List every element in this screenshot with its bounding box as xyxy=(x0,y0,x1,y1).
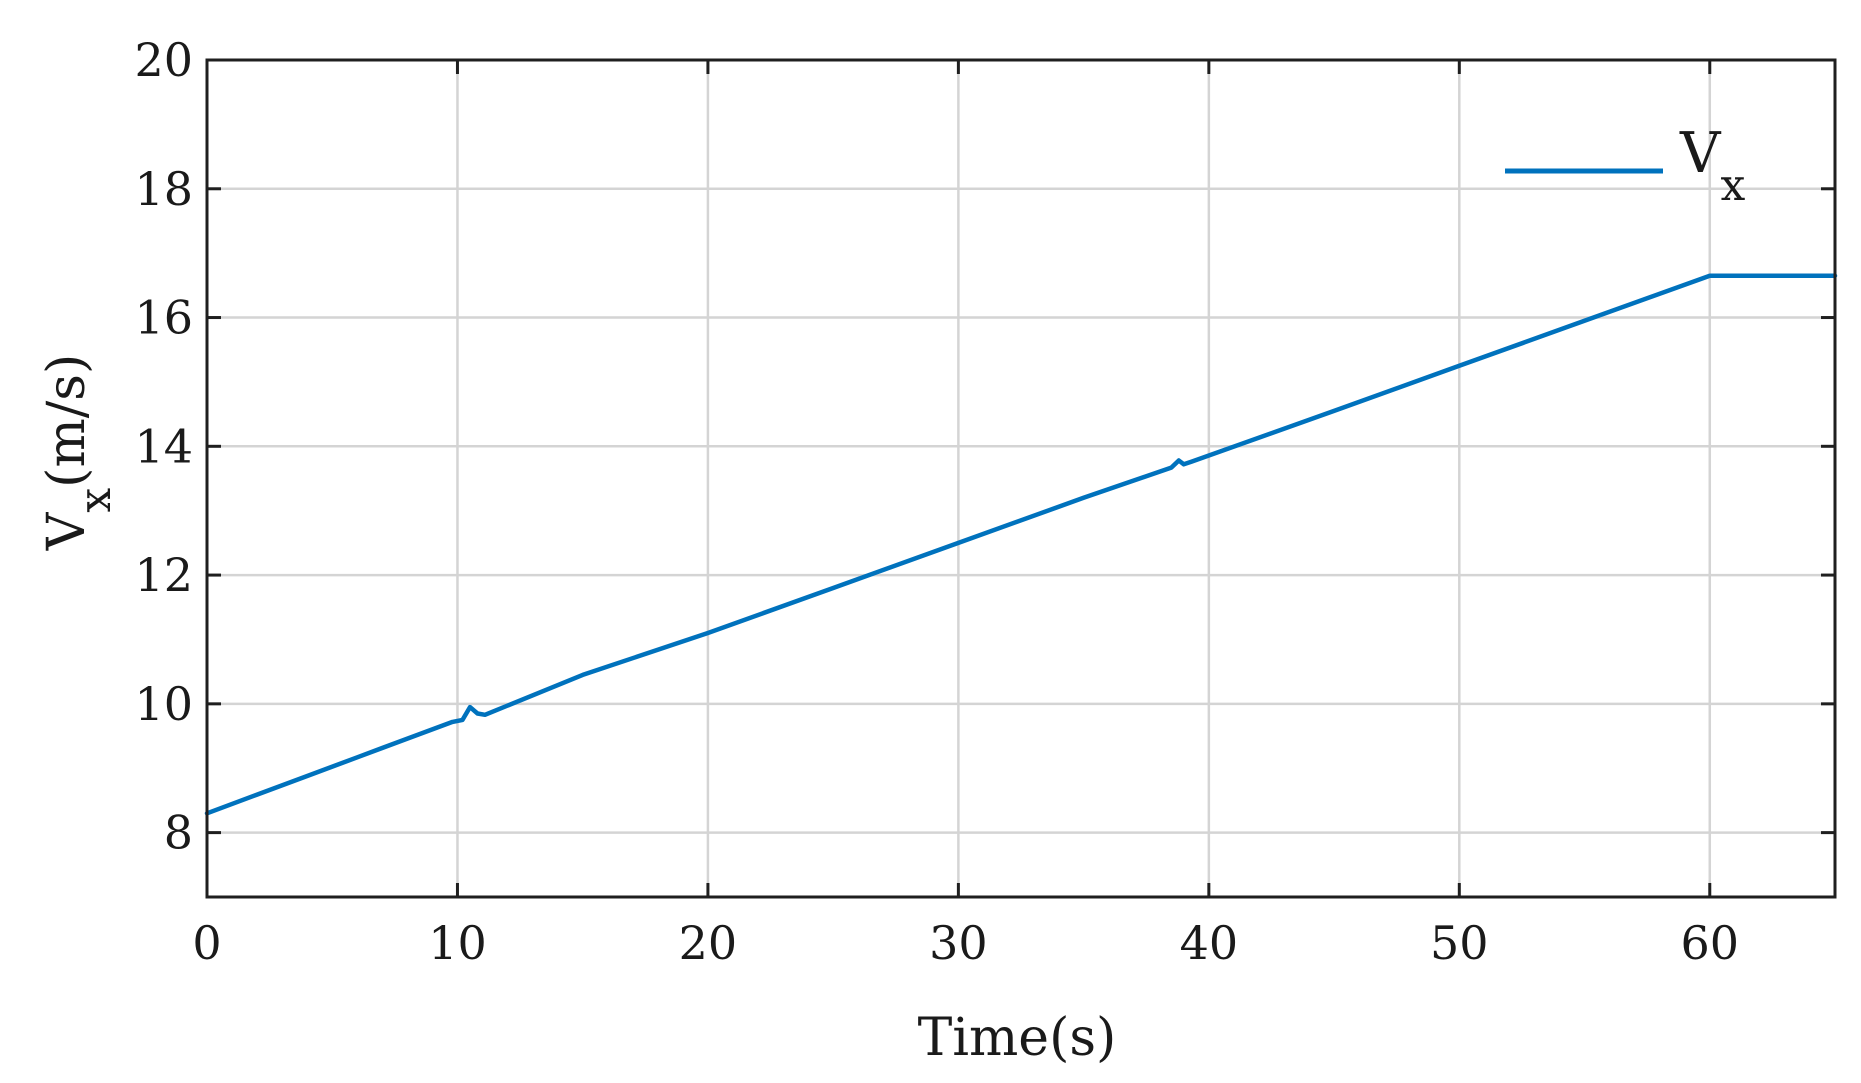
x-axis-label: Time(s) xyxy=(918,1008,1117,1068)
plot-frame xyxy=(205,58,1837,899)
y-tick-label: 14 xyxy=(134,419,193,473)
grid xyxy=(207,60,1835,897)
tick-labels: 0 10 20 30 40 50 60 8 10 12 14 16 18 20 xyxy=(134,33,1739,970)
series-line-vx xyxy=(204,273,1838,816)
y-axis-label-sub: x xyxy=(70,488,121,513)
y-tick-label: 18 xyxy=(134,162,193,216)
y-tick-label: 16 xyxy=(134,291,193,345)
x-tick-label: 60 xyxy=(1680,916,1739,970)
x-tick-label: 20 xyxy=(679,916,738,970)
x-tick-label: 40 xyxy=(1180,916,1239,970)
x-tick-label: 0 xyxy=(192,916,221,970)
legend-label: Vx xyxy=(1679,121,1745,211)
x-tick-label: 50 xyxy=(1430,916,1489,970)
axis-ticks xyxy=(205,58,1835,897)
y-tick-label: 20 xyxy=(134,33,193,87)
y-axis-label: Vx(m/s) xyxy=(37,354,121,551)
legend: Vx xyxy=(1505,121,1745,211)
y-axis-label-unit: (m/s) xyxy=(37,354,97,488)
y-axis-label-main: V xyxy=(37,511,97,551)
legend-label-main: V xyxy=(1679,121,1722,186)
y-tick-label: 10 xyxy=(134,677,193,731)
legend-label-sub: x xyxy=(1720,160,1745,211)
y-tick-label: 12 xyxy=(134,548,193,602)
x-tick-label: 30 xyxy=(929,916,988,970)
y-tick-label: 8 xyxy=(164,806,193,860)
x-tick-label: 10 xyxy=(428,916,487,970)
